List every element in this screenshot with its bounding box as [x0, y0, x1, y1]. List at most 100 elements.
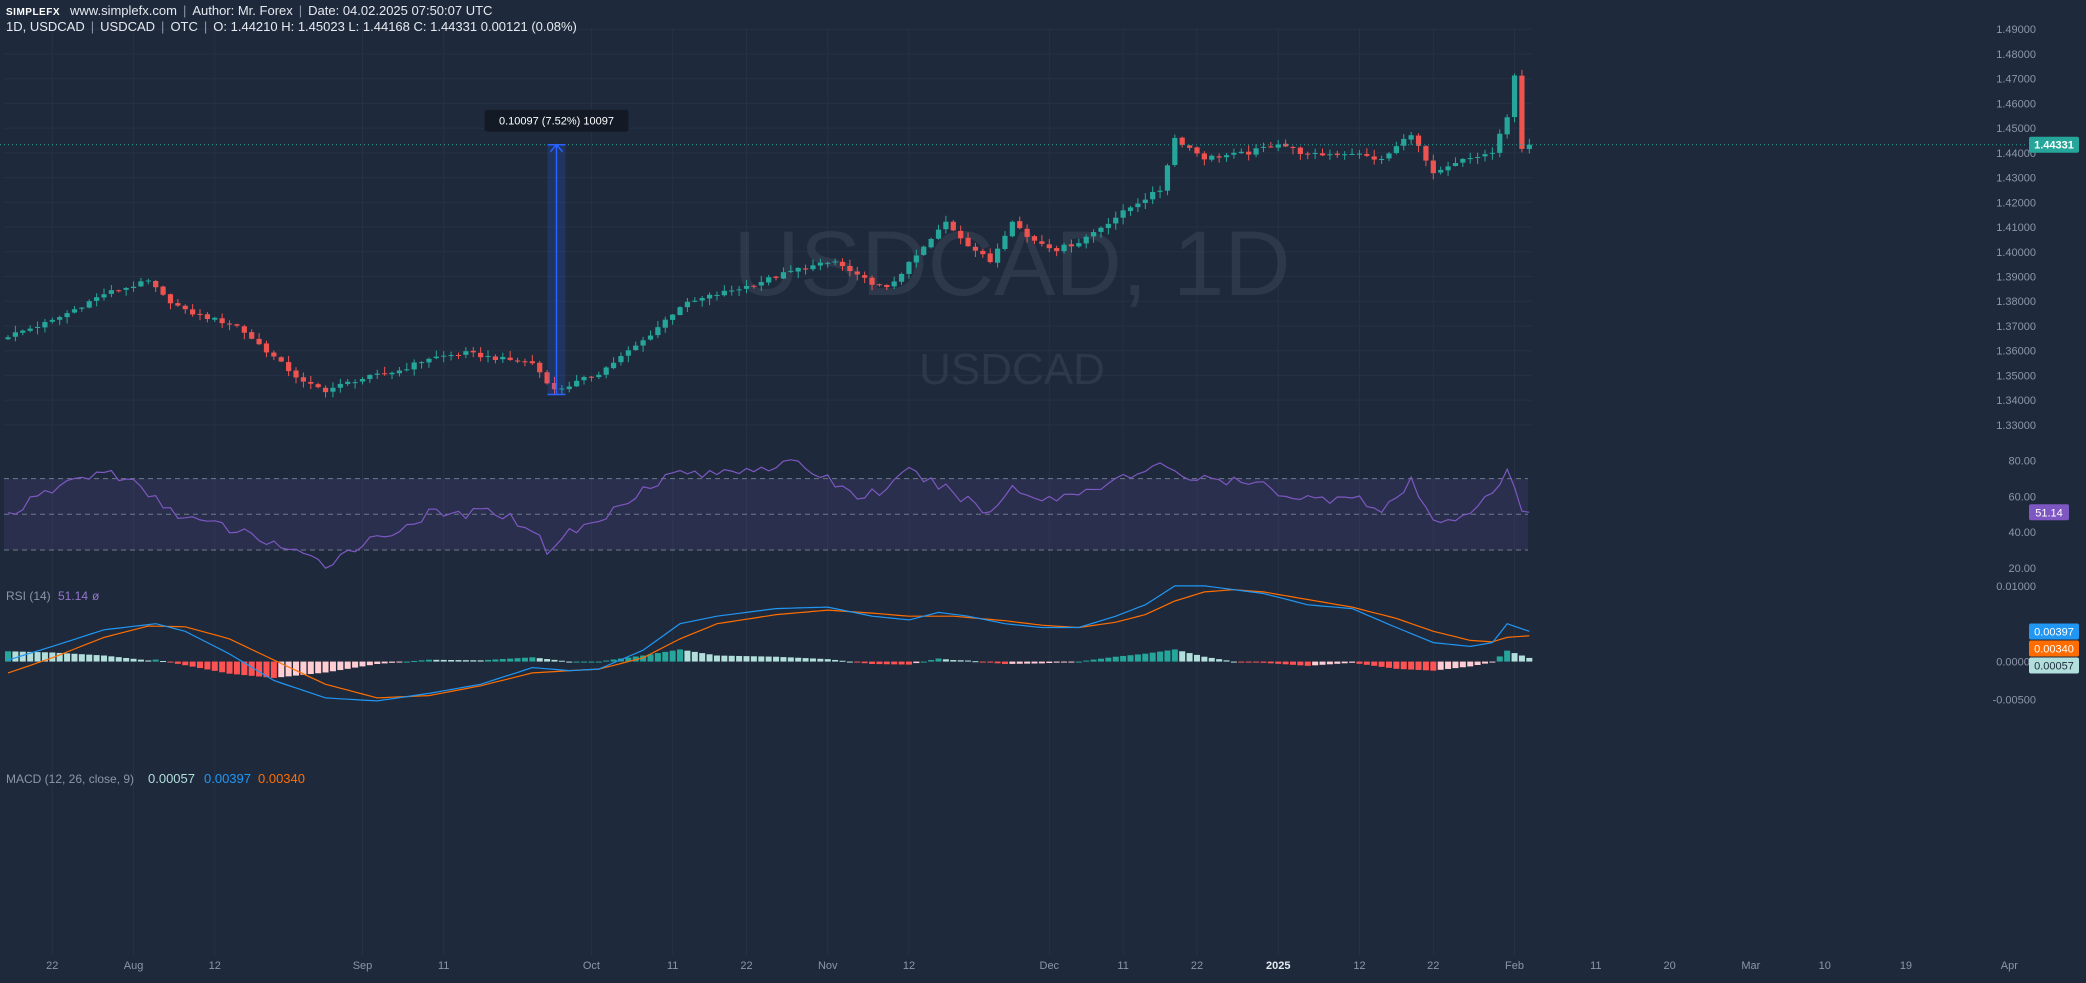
time-tick-label: 2025	[1266, 960, 1290, 972]
price-axis: 1.49000 1.48000 1.47000 1.46000 1.45000 1.440…	[1993, 24, 2079, 706]
macd-histogram-bar	[625, 657, 632, 662]
candle-up	[559, 388, 565, 390]
rsi-value-label: 51.14	[2035, 507, 2063, 519]
candle-up	[1061, 244, 1067, 252]
macd-histogram-bar	[359, 661, 366, 667]
candle-up	[1083, 236, 1089, 244]
macd-histogram-bar	[514, 658, 521, 662]
time-axis: 22 Aug 12 Sep 11 Oct 11 22 Nov 12 Dec 11 22 2025 12 22 F…	[46, 960, 2018, 972]
macd-histogram-bar	[433, 659, 440, 662]
candle-down	[537, 362, 543, 373]
macd-histogram-bar	[765, 656, 772, 662]
price-tick-label: 1.36000	[1996, 346, 2036, 358]
macd-histogram-bar	[684, 650, 691, 662]
macd-histogram-bar	[787, 657, 794, 662]
macd-histogram-bar	[669, 650, 676, 662]
rsi-tick-label: 80.00	[2008, 456, 2036, 468]
candle-up	[1120, 210, 1126, 218]
candle-up	[1327, 154, 1333, 156]
macd-title: MACD (12, 26, close, 9)	[6, 772, 134, 786]
macd-histogram-bar	[411, 660, 418, 662]
macd-histogram-bar	[1334, 661, 1341, 664]
time-tick-label: Apr	[2001, 960, 2018, 972]
candle-down	[514, 360, 521, 362]
macd-histogram-bar	[344, 661, 351, 669]
macd-histogram-bar	[758, 656, 765, 662]
candle-down	[551, 383, 558, 390]
candle-up	[404, 369, 410, 371]
candle-down	[751, 285, 757, 287]
macd-histogram-bar	[935, 658, 942, 662]
macd-histogram-bar	[1038, 661, 1045, 664]
candle-up	[1002, 235, 1008, 249]
candle-down	[1305, 153, 1311, 155]
candle-down	[204, 314, 210, 320]
macd-histogram-bar	[211, 661, 218, 671]
candle-up	[500, 356, 506, 360]
macd-histogram-bar	[1319, 661, 1326, 665]
site-url[interactable]: www.simplefx.com	[70, 3, 177, 18]
macd-histogram-tag-label: 0.00057	[2034, 661, 2074, 673]
macd-histogram-bar	[263, 661, 270, 678]
macd-histogram-bar	[1031, 661, 1038, 664]
candle-down	[1423, 146, 1429, 161]
candle-down	[972, 246, 979, 251]
macd-histogram-bar	[329, 661, 336, 672]
measure-tool: 0.10097 (7.52%) 10097	[484, 109, 629, 396]
candle-down	[308, 381, 314, 384]
time-tick-label: 10	[1819, 960, 1831, 972]
candle-down	[1187, 145, 1193, 148]
candle-up	[684, 301, 691, 308]
candle-up	[1445, 166, 1451, 171]
macd-histogram-bar	[721, 655, 728, 662]
candle-down	[478, 352, 484, 358]
candle-up	[1452, 163, 1459, 167]
candle-up	[337, 383, 343, 388]
candle-up	[5, 337, 11, 340]
macd-histogram-bar	[861, 661, 868, 664]
price-tick-label: 1.46000	[1996, 98, 2036, 110]
price-tick-label: 1.38000	[1996, 296, 2036, 308]
candle-down	[470, 350, 476, 353]
candle-down	[234, 324, 240, 326]
candle-down	[1415, 135, 1422, 146]
macd-histogram-bar	[610, 659, 617, 662]
candle-up	[1342, 154, 1348, 156]
macd-histogram-bar	[418, 660, 425, 662]
macd-line	[7, 585, 1530, 702]
macd-histogram-bar	[551, 659, 558, 662]
time-tick-label: Dec	[1040, 960, 1060, 972]
candle-down	[1283, 143, 1289, 147]
macd-histogram-bar	[1253, 661, 1260, 663]
candle-up	[581, 376, 587, 381]
candle-down	[773, 276, 779, 278]
macd-histogram-bar	[12, 651, 19, 662]
candle-down	[286, 362, 292, 372]
time-tick-label: Sep	[353, 960, 373, 972]
macd-histogram-bar	[1282, 661, 1289, 665]
macd-histogram-bar	[1053, 661, 1060, 663]
candle-down	[529, 361, 535, 364]
time-tick-label: 11	[438, 960, 449, 972]
macd-histogram-bar	[219, 661, 226, 673]
price-tick-label: 1.49000	[1996, 24, 2036, 36]
candle-up	[1312, 152, 1318, 154]
macd-histogram-bar	[1474, 661, 1481, 665]
candle-up	[655, 327, 661, 336]
macd-histogram-bar	[1452, 661, 1459, 669]
macd-histogram-bar	[256, 661, 263, 677]
candle-up	[935, 229, 942, 239]
macd-histogram-bar	[706, 654, 713, 662]
macd-histogram-bar	[1149, 652, 1156, 662]
macd-histogram-bar	[905, 661, 912, 665]
candle-up	[1105, 223, 1111, 229]
candle-down	[1430, 160, 1436, 174]
macd-histogram-bar	[93, 655, 100, 662]
candle-up	[633, 345, 639, 351]
macd-histogram-bar	[521, 657, 528, 662]
candle-down	[876, 284, 883, 286]
macd-histogram-bar	[869, 661, 876, 664]
interval-symbol[interactable]: 1D, USDCAD	[6, 19, 85, 34]
macd-histogram-bar	[544, 659, 551, 662]
